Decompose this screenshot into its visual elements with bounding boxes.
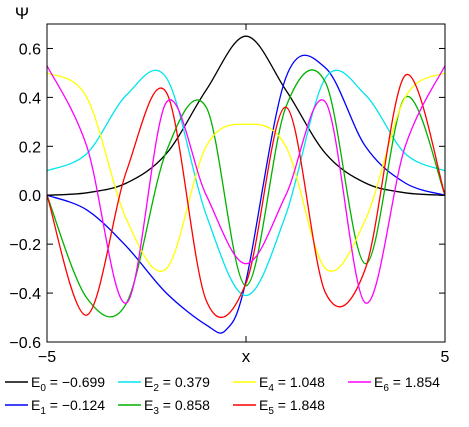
legend-label: E5 = 1.848 [259,397,325,417]
legend-label: E6 = 1.854 [374,374,440,394]
y-tick-label: −0.2 [9,237,41,254]
y-tick-label: 0.6 [19,41,41,58]
legend-label: E1 = −0.124 [31,397,105,417]
y-tick-label: −0.4 [9,286,41,303]
y-tick-label: 0.2 [19,139,41,156]
legend: E0 = −0.699 E1 = −0.124 E2 = 0.379 E3 = 0.8… [5,374,440,417]
y-axis-label: Ψ [15,4,29,23]
series-line-e4 [47,72,445,272]
y-tick-label: 0.0 [19,188,41,205]
x-tick-label: −5 [38,349,56,366]
axes: 0.6 0.4 0.2 0.0 −0.2 −0.4 −0.6−5 5 x Ψ [9,4,449,366]
series-line-e2 [47,69,445,297]
series-line-e6 [47,65,445,304]
legend-label: E2 = 0.379 [144,374,210,394]
legend-label: E4 = 1.048 [259,374,325,394]
series-line-e1 [47,54,445,334]
plot-area [47,35,445,334]
x-axis-label: x [242,347,251,366]
x-tick-label: 5 [441,349,450,366]
y-tick-label: 0.4 [19,90,41,107]
y-tick-label: −0.6 [9,335,41,352]
series-line-e0 [47,35,445,196]
legend-label: E0 = −0.699 [31,374,105,394]
legend-label: E3 = 0.858 [144,397,210,417]
series-line-e5 [47,74,445,319]
series-lines [47,35,445,334]
